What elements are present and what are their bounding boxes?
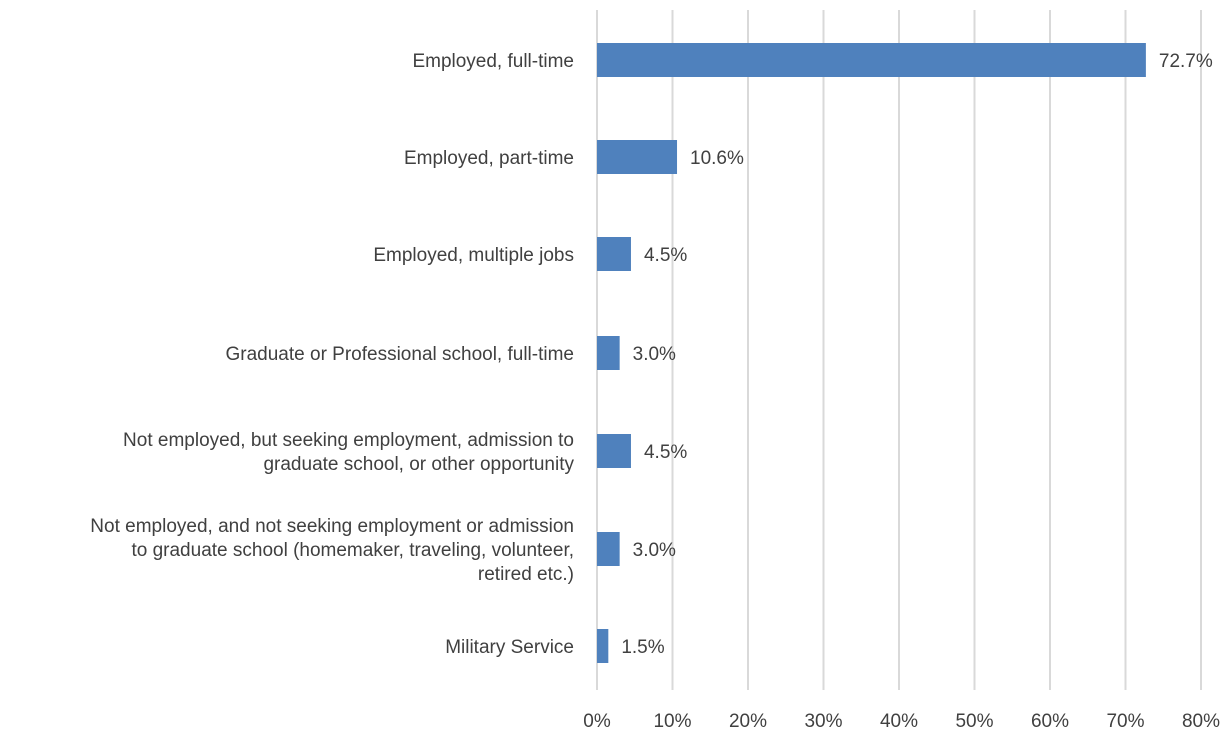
bar <box>597 532 620 566</box>
x-axis-tick-labels: 0% 10% 20% 30% 40% 50% 60% 70% 80% <box>583 711 1220 732</box>
data-label: 3.0% <box>633 540 676 561</box>
category-label: Not employed, and not seeking employment… <box>90 516 574 585</box>
category-label: Employed, part-time <box>404 148 574 169</box>
bars <box>597 43 1146 663</box>
bar <box>597 434 631 468</box>
data-label: 4.5% <box>644 245 687 266</box>
x-tick-label: 40% <box>880 711 918 732</box>
data-label: 10.6% <box>690 148 744 169</box>
category-label: Graduate or Professional school, full-ti… <box>226 344 575 365</box>
data-label: 72.7% <box>1159 51 1213 72</box>
bar <box>597 629 609 663</box>
category-label: Employed, multiple jobs <box>373 245 574 266</box>
category-label: Not employed, but seeking employment, ad… <box>123 430 574 475</box>
category-label: Employed, full-time <box>412 51 574 72</box>
bar <box>597 43 1146 77</box>
data-label: 4.5% <box>644 442 687 463</box>
category-labels: Employed, full-time Employed, part-time Em… <box>90 51 574 658</box>
x-tick-label: 50% <box>955 711 993 732</box>
data-label: 1.5% <box>621 637 664 658</box>
x-tick-label: 0% <box>583 711 611 732</box>
x-tick-label: 80% <box>1182 711 1220 732</box>
x-tick-label: 70% <box>1106 711 1144 732</box>
value-labels: 72.7% 10.6% 4.5% 3.0% 4.5% 3.0% 1.5% <box>621 51 1213 658</box>
x-tick-label: 20% <box>729 711 767 732</box>
data-label: 3.0% <box>633 344 676 365</box>
x-tick-label: 10% <box>653 711 691 732</box>
gridlines <box>596 10 1202 690</box>
x-tick-label: 60% <box>1031 711 1069 732</box>
category-label: Military Service <box>445 637 574 658</box>
bar <box>597 140 678 174</box>
x-tick-label: 30% <box>804 711 842 732</box>
bar <box>597 237 631 271</box>
bar <box>597 336 620 370</box>
